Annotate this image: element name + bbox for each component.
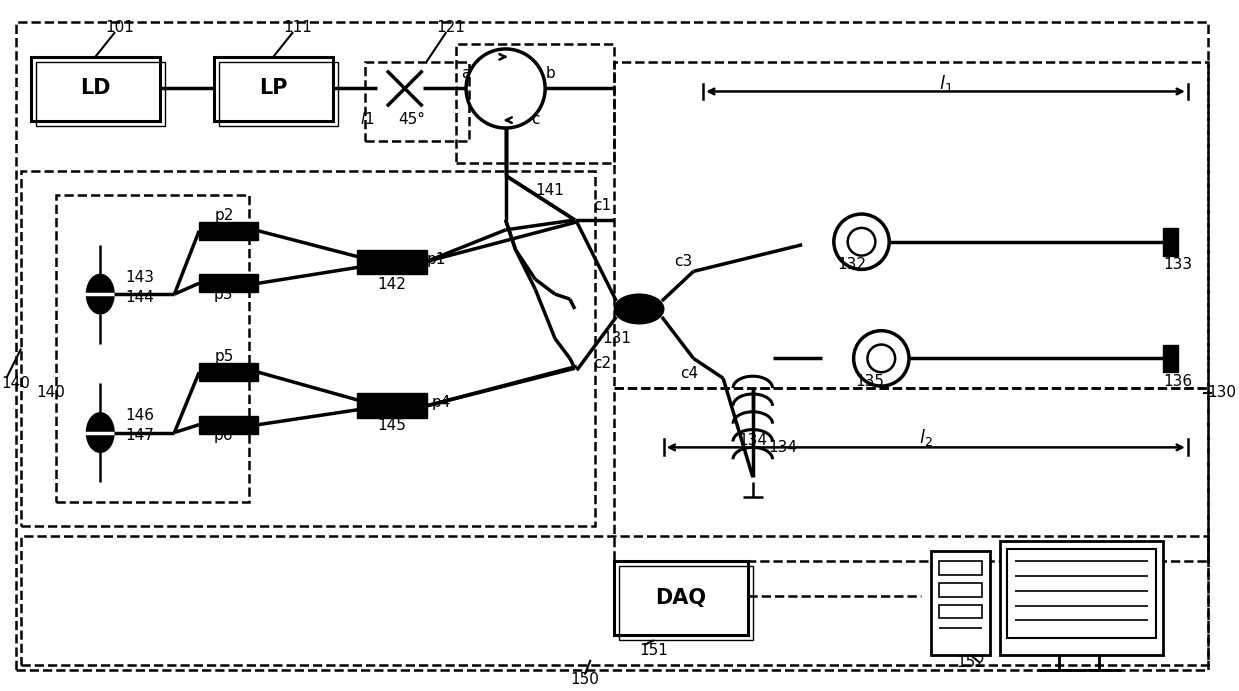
- Bar: [939, 583, 983, 596]
- Ellipse shape: [87, 413, 114, 453]
- Text: 146: 146: [125, 408, 155, 424]
- Text: 134: 134: [738, 433, 767, 448]
- Text: 135: 135: [855, 374, 883, 388]
- Text: $l_1$: $l_1$: [939, 73, 953, 94]
- Text: 143: 143: [125, 269, 155, 285]
- Text: 111: 111: [284, 20, 312, 35]
- Text: p4: p4: [431, 395, 451, 410]
- Bar: [1163, 228, 1178, 256]
- Bar: [615, 561, 748, 635]
- Text: a: a: [461, 66, 471, 81]
- Bar: [930, 551, 990, 655]
- Text: $l_2$: $l_2$: [919, 427, 933, 448]
- Text: b: b: [545, 66, 555, 81]
- Bar: [456, 44, 615, 162]
- Text: 145: 145: [378, 418, 406, 433]
- Bar: [1007, 549, 1156, 638]
- Bar: [31, 57, 160, 121]
- Bar: [357, 249, 426, 274]
- Bar: [199, 222, 259, 240]
- Text: 131: 131: [602, 331, 631, 346]
- Text: p5: p5: [214, 349, 233, 364]
- Text: p1: p1: [426, 252, 446, 267]
- Bar: [939, 605, 983, 618]
- Text: 133: 133: [1163, 257, 1192, 272]
- Text: 144: 144: [125, 290, 154, 305]
- Bar: [357, 393, 426, 418]
- Text: c1: c1: [593, 198, 612, 213]
- Text: DAQ: DAQ: [655, 587, 706, 607]
- Text: 150: 150: [570, 672, 600, 688]
- Text: c3: c3: [674, 254, 693, 269]
- Text: 147: 147: [125, 428, 154, 443]
- Text: 151: 151: [639, 643, 668, 658]
- Bar: [36, 61, 165, 126]
- Bar: [199, 416, 259, 433]
- Text: c4: c4: [680, 366, 699, 381]
- Bar: [939, 561, 983, 575]
- Bar: [615, 61, 1208, 388]
- Text: 141: 141: [535, 183, 565, 198]
- Bar: [620, 566, 753, 640]
- Text: c2: c2: [593, 356, 612, 371]
- Text: 45°: 45°: [398, 112, 425, 126]
- Bar: [199, 363, 259, 381]
- Text: p6: p6: [214, 428, 234, 443]
- Text: $l1$: $l1$: [361, 111, 374, 127]
- Bar: [219, 61, 337, 126]
- Bar: [21, 536, 1208, 665]
- Bar: [214, 57, 332, 121]
- Bar: [56, 196, 249, 502]
- Text: c: c: [532, 112, 539, 126]
- Text: 140: 140: [1, 376, 30, 390]
- Text: 134: 134: [768, 440, 797, 455]
- Bar: [366, 61, 470, 141]
- Bar: [1163, 345, 1178, 372]
- Text: 140: 140: [36, 386, 64, 401]
- Bar: [1000, 541, 1163, 655]
- Bar: [615, 388, 1208, 561]
- Text: 121: 121: [437, 20, 466, 35]
- Bar: [21, 171, 595, 527]
- Text: 101: 101: [105, 20, 135, 35]
- Text: 132: 132: [838, 257, 866, 272]
- Text: LD: LD: [81, 79, 110, 99]
- Text: p3: p3: [214, 287, 234, 302]
- Text: p2: p2: [214, 207, 233, 223]
- Text: 152: 152: [955, 655, 985, 670]
- Text: 142: 142: [378, 277, 406, 292]
- Text: 136: 136: [1163, 374, 1192, 388]
- Ellipse shape: [615, 294, 664, 324]
- Text: LP: LP: [259, 79, 287, 99]
- Bar: [199, 274, 259, 292]
- Text: 130: 130: [1208, 386, 1237, 401]
- Ellipse shape: [87, 274, 114, 314]
